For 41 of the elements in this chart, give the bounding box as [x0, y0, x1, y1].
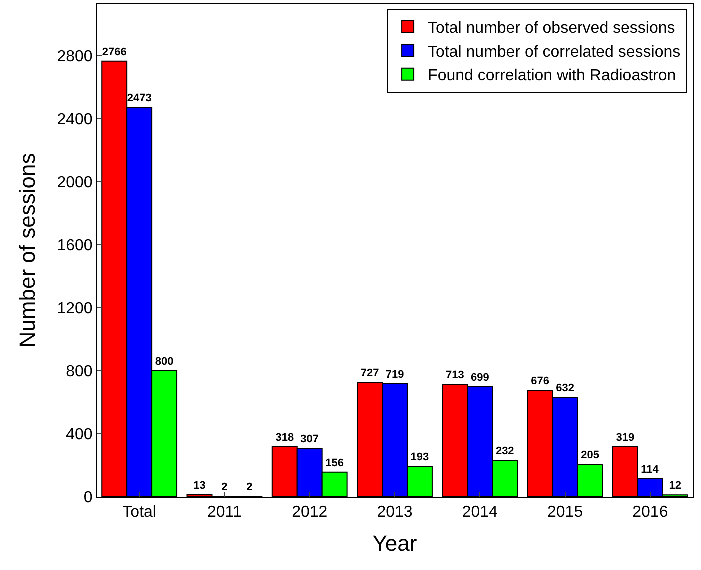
data-label: 2766 [102, 46, 127, 58]
data-label: 713 [446, 370, 464, 382]
data-label: 232 [496, 445, 514, 458]
data-label: 318 [276, 432, 294, 444]
x-tick-label: 2013 [377, 504, 413, 522]
legend-label: Total number of correlated sessions [428, 44, 681, 61]
legend-label: Total number of observed sessions [428, 20, 676, 38]
y-tick-label: 0 [84, 490, 93, 507]
data-label: 727 [360, 367, 380, 380]
data-label: 676 [531, 376, 550, 388]
data-label: 632 [556, 382, 574, 394]
data-label: 319 [616, 432, 635, 444]
data-label: 156 [326, 457, 344, 470]
y-tick-label: 2400 [57, 112, 93, 129]
data-label: 193 [410, 452, 430, 464]
y-tick-label: 800 [66, 364, 93, 381]
y-tick-label: 1200 [57, 300, 93, 318]
x-axis-title: Year [372, 531, 418, 556]
y-tick-label: 2800 [57, 48, 93, 66]
data-label: 800 [155, 356, 174, 368]
y-tick-label: 400 [66, 426, 93, 444]
x-tick-label: 2016 [632, 504, 668, 522]
data-label: 719 [386, 368, 404, 381]
x-tick-label: 2015 [547, 504, 584, 522]
x-tick-label: 2012 [292, 504, 328, 522]
legend-label: Found correlation with Radioastron [428, 68, 676, 85]
x-tick-label: Total [122, 504, 156, 522]
data-label: 2473 [127, 92, 152, 104]
data-label: 12 [669, 480, 682, 492]
data-label: 699 [470, 372, 490, 384]
data-label: 114 [641, 464, 660, 476]
data-label: 205 [581, 450, 600, 462]
data-label: 2 [222, 482, 228, 494]
y-tick-label: 2000 [57, 174, 93, 192]
data-label: 2 [246, 482, 253, 494]
data-label: 13 [194, 480, 206, 492]
y-tick-label: 1600 [57, 238, 93, 255]
data-label: 307 [300, 434, 320, 446]
x-tick-label: 2014 [462, 504, 498, 522]
x-tick-label: 2011 [208, 504, 242, 522]
y-axis-title: Number of sessions [15, 153, 40, 348]
